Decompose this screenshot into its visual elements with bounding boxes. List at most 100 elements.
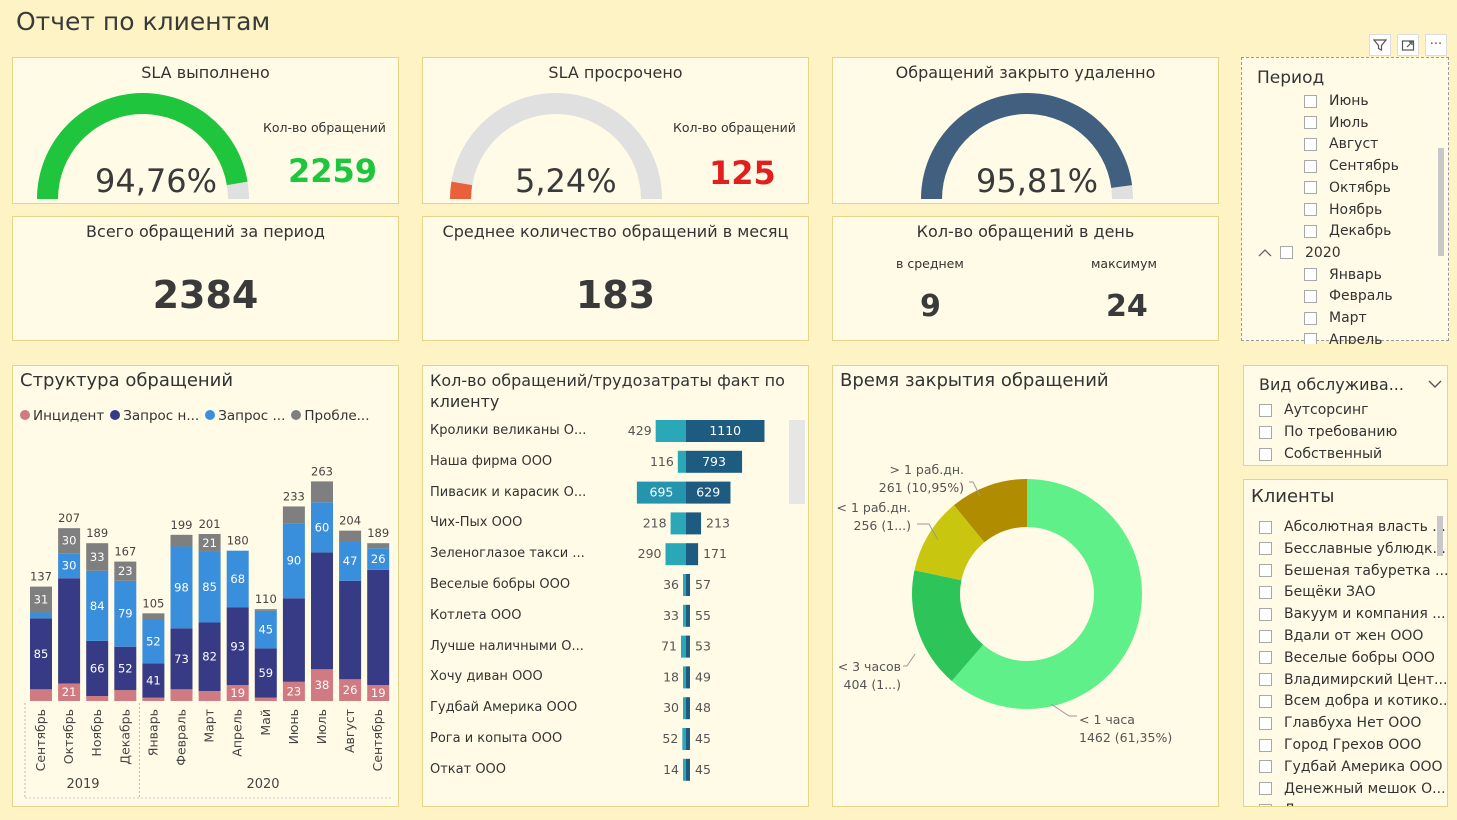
bar-segment[interactable] [198,622,221,691]
bar-segment[interactable] [226,607,249,686]
client-item[interactable]: Вдали от жен ООО [1259,628,1423,644]
bar-segment[interactable] [339,541,362,581]
client-item[interactable]: Денежный мешок О... [1259,781,1446,797]
checkbox[interactable] [1304,311,1317,325]
bar-segment[interactable] [170,534,193,547]
bar-segment[interactable] [30,689,52,701]
checkbox[interactable] [1304,333,1317,344]
bar-segment[interactable] [114,690,137,701]
period-item[interactable]: Февраль [1304,288,1393,304]
client-item[interactable]: Город Грехов ООО [1259,737,1421,753]
bar-segment[interactable] [254,609,277,611]
bar-segment[interactable] [311,669,333,701]
bar-segment[interactable] [198,534,221,552]
client-item[interactable]: Бещёки ЗАО [1259,584,1376,600]
checkbox[interactable] [1304,289,1317,303]
chevron-down-icon[interactable] [1428,379,1442,389]
bar-segment[interactable] [367,685,390,701]
period-item[interactable]: Июнь [1304,93,1369,109]
chart-scrollbar[interactable] [789,420,805,504]
bar-segment[interactable] [339,580,362,680]
bar-left[interactable] [636,481,686,504]
checkbox[interactable] [1304,159,1317,173]
bar-segment[interactable] [58,528,81,554]
bar-segment[interactable] [30,586,52,613]
client-item[interactable]: Вакуум и компания ... [1259,606,1446,622]
focus-mode-icon[interactable] [1397,34,1419,56]
service-slicer[interactable]: Вид обслужива... Аутсорсинг По требованию… [1243,365,1448,466]
checkbox[interactable] [1259,760,1272,774]
period-item[interactable]: Октябрь [1304,180,1391,196]
client-item[interactable]: Гудбай Америка ООО [1259,759,1443,775]
more-options-icon[interactable]: ··· [1425,34,1447,56]
bar-segment[interactable] [339,679,362,701]
bar-segment[interactable] [226,550,249,608]
checkbox[interactable] [1259,585,1272,599]
bar-segment[interactable] [282,506,305,524]
bar-segment[interactable] [142,613,165,621]
checkbox[interactable] [1304,116,1317,130]
clients-slicer[interactable]: Клиенты Абсолютная власть ... Бесславные … [1243,479,1449,807]
bar-segment[interactable] [282,681,305,701]
checkbox[interactable] [1259,520,1272,534]
bar-segment[interactable] [198,690,221,701]
period-item[interactable]: Ноябрь [1304,202,1382,218]
service-item[interactable]: По требованию [1259,424,1397,440]
bar-segment[interactable] [86,543,109,571]
bar-segment[interactable] [311,481,333,503]
legend-item[interactable]: Запрос ... [205,408,285,424]
bar-segment[interactable] [86,640,109,696]
bar-segment[interactable] [311,502,333,553]
slicer-scrollbar[interactable] [1438,148,1444,256]
bar-left[interactable] [677,450,686,473]
client-item[interactable]: Бешеная табуретка ... [1259,563,1448,579]
period-item[interactable]: Сентябрь [1304,158,1399,174]
bar-segment[interactable] [282,523,305,599]
bar-segment[interactable] [254,697,277,701]
bar-segment[interactable] [170,546,193,629]
bar-right[interactable] [686,635,690,658]
client-item[interactable]: Владимирский Цент... [1259,672,1447,688]
bar-segment[interactable] [58,683,81,701]
bar-segment[interactable] [170,689,193,701]
bar-right[interactable] [686,450,743,473]
service-item[interactable]: Аутсорсинг [1259,402,1368,418]
bar-left[interactable] [683,758,686,781]
checkbox[interactable] [1259,447,1272,461]
bar-segment[interactable] [30,618,52,690]
checkbox[interactable] [1304,181,1317,195]
checkbox[interactable] [1259,694,1272,708]
slicer-scrollbar[interactable] [1437,516,1443,556]
bar-segment[interactable] [142,697,165,701]
bar-right[interactable] [686,420,765,442]
period-slicer[interactable]: Период Июнь Июль Август Сентябрь Октябрь Нояб… [1241,57,1449,344]
checkbox[interactable] [1259,673,1272,687]
bar-segment[interactable] [254,610,277,649]
donut-slice[interactable] [914,505,985,581]
bar-segment[interactable] [198,551,221,623]
bar-segment[interactable] [339,530,362,542]
bar-right[interactable] [686,543,699,566]
bar-right[interactable] [686,728,690,750]
bar-right[interactable] [686,758,690,781]
checkbox[interactable] [1259,629,1272,643]
period-item[interactable]: Август [1304,136,1378,152]
bar-segment[interactable] [142,663,165,698]
bar-segment[interactable] [367,569,390,686]
checkbox[interactable] [1259,738,1272,752]
bar-segment[interactable] [114,561,137,581]
filter-icon[interactable] [1369,34,1391,56]
checkbox[interactable] [1259,564,1272,578]
bar-right[interactable] [686,574,691,596]
bar-right[interactable] [686,604,690,627]
period-year-2020[interactable]: 2020 [1258,245,1341,261]
checkbox[interactable] [1259,803,1272,806]
bar-right[interactable] [686,697,690,720]
checkbox[interactable] [1304,224,1317,238]
checkbox[interactable] [1259,425,1272,439]
legend-item[interactable]: Пробле... [291,408,370,424]
period-item[interactable]: Декабрь [1304,223,1391,239]
donut-slice[interactable] [951,479,1142,709]
client-item[interactable]: Бесславные ублюдк... [1259,541,1446,557]
bar-segment[interactable] [86,570,109,641]
